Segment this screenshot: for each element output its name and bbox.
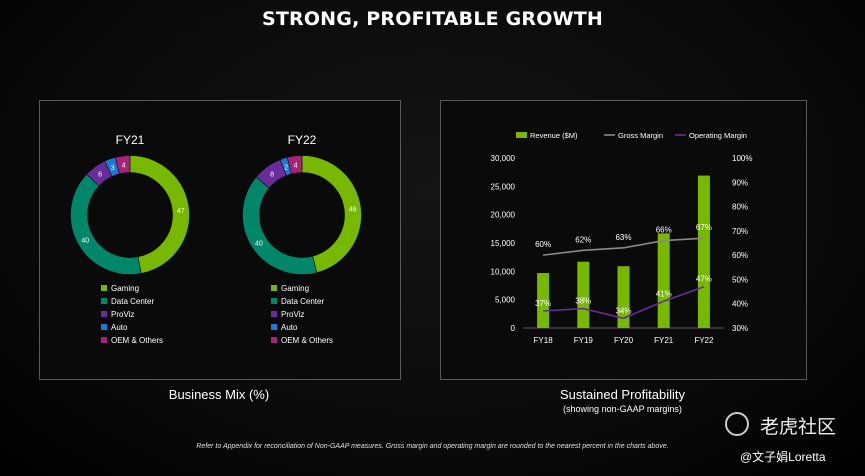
legend-swatch-fy22-data-center [271,298,277,304]
legend-swatch-revenue-m [516,132,527,138]
gross-margin-label: 62% [575,235,591,244]
business-mix-caption: Business Mix (%) [168,387,270,402]
y2-tick-label: 70% [732,227,748,236]
slice-label-fy22-auto: 2 [284,164,288,171]
gross-margin-line [543,237,704,256]
donut-title-fy21: FY21 [116,133,145,147]
legend-label-fy22-proviz: ProViz [281,310,304,319]
legend-swatch-fy21-gaming [101,285,107,291]
slice-label-fy21-data-center: 40 [81,238,89,245]
y-tick-label: 25,000 [491,182,516,191]
revenue-bar-fy22 [697,175,710,328]
legend-label-fy22-auto: Auto [281,323,298,332]
operating-margin-label: 34% [615,306,631,315]
slice-fy22-data-center [242,176,318,275]
slice-label-fy22-data-center: 40 [255,240,263,247]
slice-fy21-oem-others [114,155,131,175]
revenue-bar-fy18 [537,273,550,328]
revenue-bar-fy21 [657,233,670,328]
x-tick-label: FY20 [614,336,634,345]
legend-label-fy21-gaming: Gaming [111,284,139,293]
watermark-user: @文子娟Loretta [740,450,826,464]
revenue-bar-fy20 [617,266,630,328]
y2-tick-label: 40% [732,300,748,309]
operating-margin-label: 37% [535,299,551,308]
legend-label-fy22-gaming: Gaming [281,284,309,293]
business-mix-panel: FY21 47 40 6 3 4 Gaming Data Center ProViz Auto OE… [39,100,401,380]
y-tick-label: 30,000 [491,154,516,163]
gross-margin-label: 66% [656,226,672,235]
profitability-chart: 0 5,000 10,000 15,000 20,000 25,000 30,000 30% 4… [491,131,753,345]
slice-label-fy22-gaming: 46 [349,207,357,214]
revenue-bar-fy19 [577,261,590,328]
slide-title: STRONG, PROFITABLE GROWTH [261,8,604,30]
y2-tick-label: 80% [732,203,748,212]
operating-margin-label: 38% [575,297,591,306]
legend-label-operating-margin: Operating Margin [689,131,747,140]
legend-swatch-fy22-oem-others [271,337,277,343]
legend-label-fy21-auto: Auto [111,323,128,332]
y-tick-label: 15,000 [491,239,516,248]
slice-label-fy22-oem-others: 4 [294,162,298,169]
profitability-panel: 0 5,000 10,000 15,000 20,000 25,000 30,000 30% 4… [440,100,807,380]
slice-label-fy22-proviz: 8 [270,172,274,179]
legend-label-fy21-proviz: ProViz [111,310,134,319]
x-tick-label: FY18 [534,336,554,345]
legend-label-fy22-data-center: Data Center [281,297,324,306]
legend-label-fy21-data-center: Data Center [111,297,154,306]
x-tick-label: FY21 [654,336,674,345]
y-tick-label: 20,000 [491,211,516,220]
slice-label-fy21-proviz: 6 [98,172,102,179]
legend-swatch-fy22-auto [271,324,277,330]
gross-margin-label: 67% [696,223,712,232]
operating-margin-label: 41% [656,289,672,298]
legend-swatch-fy22-proviz [271,311,277,317]
watermark-logo-icon [725,412,749,436]
y2-tick-label: 30% [732,324,748,333]
legend-label-fy21-oem-others: OEM & Others [111,336,163,345]
gross-margin-label: 60% [535,240,551,249]
legend-label-gross-margin: Gross Margin [618,131,663,140]
profitability-subcaption: (showing non-GAAP margins) [563,404,682,414]
legend-swatch-fy21-oem-others [101,337,107,343]
footnote: Refer to Appendix for reconciliation of … [196,443,669,450]
y2-tick-label: 60% [732,251,748,260]
slice-fy22-oem-others [286,155,303,175]
legend-label-fy22-oem-others: OEM & Others [281,336,333,345]
y-tick-label: 10,000 [491,267,516,276]
legend-label-revenue-m: Revenue ($M) [530,131,578,140]
watermark-brand: 老虎社区 [760,417,837,438]
legend-swatch-fy21-data-center [101,298,107,304]
x-tick-label: FY22 [694,336,714,345]
legend-swatch-fy21-auto [101,324,107,330]
slice-label-fy21-gaming: 47 [177,208,185,215]
y2-tick-label: 100% [732,154,752,163]
legend-swatch-fy22-gaming [271,285,277,291]
profitability-caption: Sustained Profitability [559,387,685,402]
slice-label-fy21-auto: 3 [111,165,115,172]
x-tick-label: FY19 [574,336,594,345]
gross-margin-label: 63% [615,233,631,242]
operating-margin-label: 47% [696,275,712,284]
y2-tick-label: 50% [732,275,748,284]
donut-title-fy22: FY22 [288,133,317,147]
slice-fy22-gaming [301,155,362,273]
y-tick-label: 0 [511,324,516,333]
legend-swatch-fy21-proviz [101,311,107,317]
y2-tick-label: 90% [732,178,748,187]
slice-fy21-data-center [70,173,142,275]
slice-label-fy21-oem-others: 4 [122,162,126,169]
operating-margin-line [543,285,705,320]
y-tick-label: 5,000 [495,296,516,305]
